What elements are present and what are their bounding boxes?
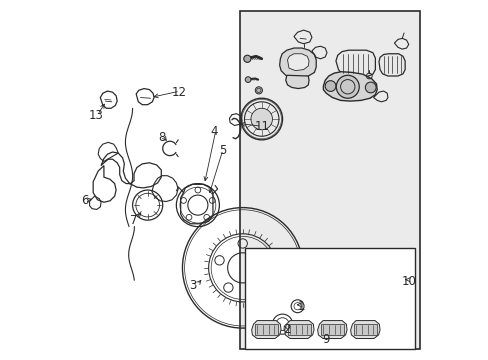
Polygon shape bbox=[323, 72, 376, 101]
Polygon shape bbox=[254, 324, 278, 335]
Text: 12: 12 bbox=[171, 86, 186, 99]
Circle shape bbox=[244, 55, 250, 62]
Text: 6: 6 bbox=[81, 194, 88, 207]
Circle shape bbox=[325, 81, 335, 91]
Text: 2: 2 bbox=[283, 323, 290, 336]
Bar bbox=[244, 248, 414, 348]
Text: 4: 4 bbox=[210, 125, 217, 138]
Polygon shape bbox=[251, 320, 281, 338]
Polygon shape bbox=[320, 324, 344, 335]
Circle shape bbox=[365, 82, 375, 93]
Polygon shape bbox=[284, 320, 313, 338]
Circle shape bbox=[244, 77, 250, 82]
Text: 9: 9 bbox=[321, 333, 328, 346]
Polygon shape bbox=[287, 54, 308, 71]
Text: 5: 5 bbox=[219, 144, 226, 157]
Circle shape bbox=[250, 108, 272, 130]
Polygon shape bbox=[287, 324, 310, 335]
Polygon shape bbox=[353, 324, 376, 335]
Circle shape bbox=[336, 75, 359, 98]
Text: 13: 13 bbox=[88, 109, 103, 122]
Text: 8: 8 bbox=[158, 131, 165, 144]
Polygon shape bbox=[350, 320, 379, 338]
Polygon shape bbox=[378, 54, 405, 76]
Polygon shape bbox=[285, 75, 308, 89]
Bar bbox=[240, 12, 419, 348]
Text: 11: 11 bbox=[254, 121, 269, 134]
Polygon shape bbox=[317, 320, 346, 338]
Text: 10: 10 bbox=[401, 275, 416, 288]
Polygon shape bbox=[335, 50, 375, 77]
Polygon shape bbox=[279, 48, 316, 78]
Circle shape bbox=[255, 87, 262, 94]
Text: 1: 1 bbox=[297, 300, 305, 313]
Text: 7: 7 bbox=[129, 214, 137, 227]
Text: 3: 3 bbox=[188, 279, 196, 292]
